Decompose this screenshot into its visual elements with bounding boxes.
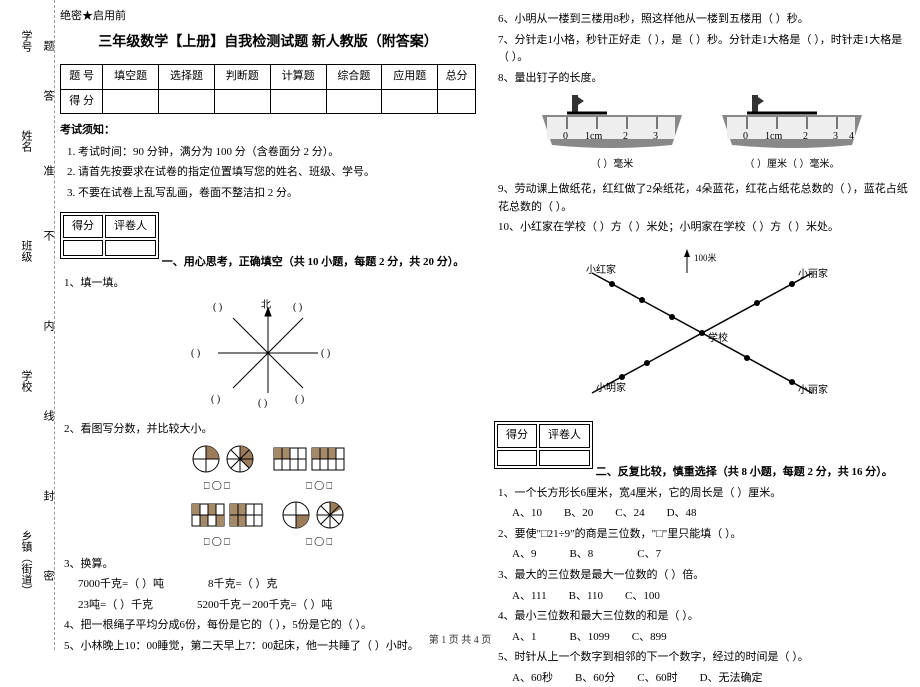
fraction-row-2 bbox=[60, 500, 476, 530]
bind-label: 姓名 bbox=[18, 130, 34, 152]
fraction-caption-1: ⎕ ◯ ⎕⎕ ◯ ⎕ bbox=[60, 479, 476, 495]
q9: 9、劳动课上做纸花，红红做了2朵纸花，4朵蓝花，红花占纸花总数的（ ），蓝花占纸… bbox=[498, 181, 910, 216]
th: 综合题 bbox=[326, 64, 382, 89]
notice-item: 请首先按要求在试卷的指定位置填写您的姓名、班级、学号。 bbox=[78, 164, 476, 182]
ruler-row: 0 1cm 2 3 （ ）毫米 bbox=[494, 95, 910, 173]
q8: 8、量出钉子的长度。 bbox=[498, 70, 910, 88]
s2q3-opts: A、111 B、110 C、100 bbox=[512, 588, 910, 606]
svg-text:1cm: 1cm bbox=[585, 131, 602, 142]
s2q3: 3、最大的三位数是最大一位数的（ ）倍。 bbox=[498, 567, 910, 585]
s2q1-opts: A、10 B、20 C、24 D、48 bbox=[512, 505, 910, 523]
s2q5-opts: A、60秒 B、60分 C、60时 D、无法确定 bbox=[512, 670, 910, 687]
svg-text:4: 4 bbox=[849, 131, 854, 142]
svg-text:100米: 100米 bbox=[694, 252, 717, 263]
svg-text:( ): ( ) bbox=[258, 398, 267, 408]
th: 选择题 bbox=[159, 64, 215, 89]
svg-text:小红家: 小红家 bbox=[586, 263, 616, 276]
score-table: 题 号 填空题 选择题 判断题 计算题 综合题 应用题 总分 得 分 bbox=[60, 64, 476, 114]
th: 判断题 bbox=[214, 64, 270, 89]
th: 总分 bbox=[438, 64, 476, 89]
seal-char: 准 bbox=[40, 165, 56, 176]
s2q2-opts: A、9 B、8 C、7 bbox=[512, 546, 910, 564]
page-footer: 第 1 页 共 4 页 bbox=[0, 631, 920, 646]
svg-text:( ): ( ) bbox=[321, 348, 330, 359]
seal-char: 线 bbox=[40, 410, 56, 421]
ruler-svg: 0 1cm 2 3 4 bbox=[717, 95, 867, 150]
section-scorebox: 得分评卷人 bbox=[494, 421, 593, 469]
ruler-caption: （ ）毫米 bbox=[537, 157, 687, 173]
fraction-caption-2: ⎕ ◯ ⎕⎕ ◯ ⎕ bbox=[60, 535, 476, 551]
s2q1: 1、一个长方形长6厘米，宽4厘米，它的周长是（ ）厘米。 bbox=[498, 485, 910, 503]
fraction-row-1 bbox=[60, 444, 476, 474]
secret-label: 绝密★启用前 bbox=[60, 8, 476, 26]
th: 填空题 bbox=[103, 64, 159, 89]
svg-text:北: 北 bbox=[261, 299, 271, 311]
svg-text:3: 3 bbox=[833, 131, 838, 142]
q2: 2、看图写分数，并比较大小。 bbox=[64, 421, 476, 439]
ruler-caption: （ ）厘米（ ）毫米。 bbox=[717, 157, 867, 173]
seal-char: 封 bbox=[40, 490, 56, 501]
left-column: 绝密★启用前 三年级数学【上册】自我检测试题 新人教版（附答案） 题 号 填空题… bbox=[60, 8, 476, 628]
right-column: 6、小明从一楼到三楼用8秒，照这样他从一楼到五楼用（ ）秒。 7、分针走1小格，… bbox=[494, 8, 910, 628]
bind-label: 乡镇（街道） bbox=[18, 530, 34, 596]
svg-text:3: 3 bbox=[653, 131, 658, 142]
svg-text:0: 0 bbox=[743, 131, 748, 142]
th: 应用题 bbox=[382, 64, 438, 89]
seal-char: 不 bbox=[40, 230, 56, 241]
bind-label: 班级 bbox=[18, 240, 34, 262]
notice-item: 考试时间：90 分钟，满分为 100 分（含卷面分 2 分）。 bbox=[78, 144, 476, 162]
svg-text:小丽家: 小丽家 bbox=[798, 267, 828, 280]
s2q2: 2、要使"□21÷9"的商是三位数，"□"里只能填（ ）。 bbox=[498, 526, 910, 544]
th: 计算题 bbox=[270, 64, 326, 89]
page-content: 绝密★启用前 三年级数学【上册】自我检测试题 新人教版（附答案） 题 号 填空题… bbox=[60, 8, 910, 628]
svg-text:0: 0 bbox=[563, 131, 568, 142]
th: 题 号 bbox=[61, 64, 103, 89]
seal-char: 密 bbox=[40, 570, 56, 581]
seal-char: 题 bbox=[40, 40, 56, 51]
paper-title: 三年级数学【上册】自我检测试题 新人教版（附答案） bbox=[60, 32, 476, 54]
q10: 10、小红家在学校（ ）方（ ）米处；小明家在学校（ ）方（ ）米处。 bbox=[498, 219, 910, 237]
svg-text:学校: 学校 bbox=[708, 331, 728, 344]
notice-header: 考试须知： bbox=[60, 122, 476, 140]
q3: 3、换算。 bbox=[64, 556, 476, 574]
svg-text:( ): ( ) bbox=[295, 394, 304, 405]
row-label: 得 分 bbox=[61, 89, 103, 114]
s2q5: 5、时针从上一个数字到相邻的下一个数字，经过的时间是（ ）。 bbox=[498, 649, 910, 667]
q1: 1、填一填。 bbox=[64, 275, 476, 293]
s2q4: 4、最小三位数和最大三位数的和是（ ）。 bbox=[498, 608, 910, 626]
seal-char: 内 bbox=[40, 320, 56, 331]
notice-list: 考试时间：90 分钟，满分为 100 分（含卷面分 2 分）。 请首先按要求在试… bbox=[60, 144, 476, 203]
svg-text:( ): ( ) bbox=[293, 302, 302, 313]
svg-text:2: 2 bbox=[803, 131, 808, 142]
notice-item: 不要在试卷上乱写乱画，卷面不整洁扣 2 分。 bbox=[78, 185, 476, 203]
q7: 7、分针走1小格，秒针正好走（ ），是（ ）秒。分针走1大格是（ ），时针走1大… bbox=[498, 32, 910, 67]
svg-text:2: 2 bbox=[623, 131, 628, 142]
direction-map: 100米 小红家 小丽家 学校 小明家 小丽家 bbox=[494, 243, 910, 410]
section2-title: 二、反复比较，慎重选择（共 8 小题，每题 2 分，共 16 分）。 bbox=[596, 466, 893, 478]
ruler-svg: 0 1cm 2 3 bbox=[537, 95, 687, 150]
bind-label: 学校 bbox=[18, 370, 34, 392]
svg-text:小丽家: 小丽家 bbox=[798, 383, 828, 396]
binding-margin: 学号 姓名 班级 学校 乡镇（街道） 题 答 准 不 内 线 封 密 bbox=[0, 0, 55, 650]
seal-char: 答 bbox=[40, 90, 56, 101]
section-scorebox: 得分评卷人 bbox=[60, 212, 159, 260]
map-svg: 100米 小红家 小丽家 学校 小明家 小丽家 bbox=[552, 243, 852, 403]
svg-text:1cm: 1cm bbox=[765, 131, 782, 142]
svg-text:( ): ( ) bbox=[191, 348, 200, 359]
bind-label: 学号 bbox=[18, 30, 34, 52]
q3-line: 7000千克=（ ）吨 8千克=（ ）克 bbox=[78, 576, 476, 594]
svg-text:( ): ( ) bbox=[213, 302, 222, 313]
q3-line: 23吨=（ ）千克 5200千克－200千克=（ ）吨 bbox=[78, 597, 476, 615]
q6: 6、小明从一楼到三楼用8秒，照这样他从一楼到五楼用（ ）秒。 bbox=[498, 11, 910, 29]
compass-svg: ( ) 北 ( ) ( ) ( ) ( ) ( ) ( ) bbox=[183, 298, 353, 408]
compass-diagram: ( ) 北 ( ) ( ) ( ) ( ) ( ) ( ) bbox=[60, 298, 476, 415]
svg-text:小明家: 小明家 bbox=[596, 381, 626, 394]
svg-text:( ): ( ) bbox=[211, 394, 220, 405]
section1-title: 一、用心思考，正确填空（共 10 小题，每题 2 分，共 20 分）。 bbox=[162, 256, 465, 268]
